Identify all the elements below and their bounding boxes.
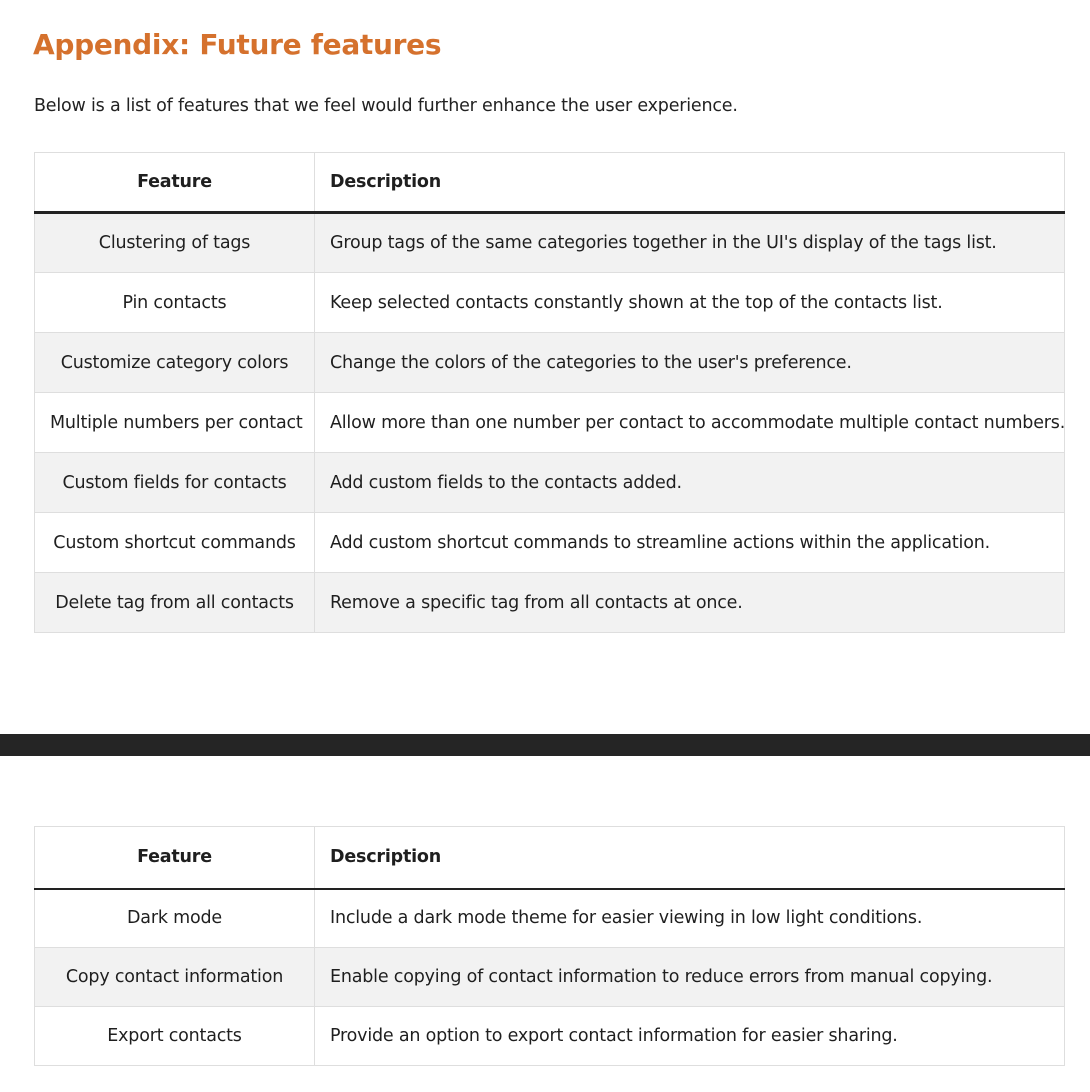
column-header-description: Description <box>314 826 1065 890</box>
feature-cell: Copy contact information <box>34 947 315 1007</box>
table-row: Copy contact information Enable copying … <box>34 947 1065 1007</box>
page-break-divider <box>0 734 1090 756</box>
feature-cell: Pin contacts <box>34 272 315 333</box>
table-row: Pin contacts Keep selected contacts cons… <box>34 272 1065 333</box>
intro-paragraph: Below is a list of features that we feel… <box>34 96 738 116</box>
table-row: Customize category colors Change the col… <box>34 332 1065 393</box>
table-row: Multiple numbers per contact Allow more … <box>34 392 1065 453</box>
description-cell: Add custom fields to the contacts added. <box>314 452 1065 513</box>
description-cell: Include a dark mode theme for easier vie… <box>314 888 1065 948</box>
table-row: Dark mode Include a dark mode theme for … <box>34 888 1065 948</box>
table-row: Custom fields for contacts Add custom fi… <box>34 452 1065 513</box>
feature-cell: Export contacts <box>34 1006 315 1066</box>
feature-cell: Customize category colors <box>34 332 315 393</box>
page-title: Appendix: Future features <box>33 28 442 61</box>
description-cell: Add custom shortcut commands to streamli… <box>314 512 1065 573</box>
table-row: Custom shortcut commands Add custom shor… <box>34 512 1065 573</box>
feature-cell: Custom fields for contacts <box>34 452 315 513</box>
features-table-2: Feature Description Dark mode Include a … <box>34 826 1065 1066</box>
table-header-row: Feature Description <box>34 152 1065 214</box>
description-cell: Change the colors of the categories to t… <box>314 332 1065 393</box>
table-header-row: Feature Description <box>34 826 1065 890</box>
description-cell: Allow more than one number per contact t… <box>314 392 1065 453</box>
table-row: Clustering of tags Group tags of the sam… <box>34 212 1065 273</box>
features-table-1: Feature Description Clustering of tags G… <box>34 152 1065 633</box>
feature-cell: Custom shortcut commands <box>34 512 315 573</box>
feature-cell: Dark mode <box>34 888 315 948</box>
feature-cell: Delete tag from all contacts <box>34 572 315 633</box>
column-header-description: Description <box>314 152 1065 214</box>
column-header-feature: Feature <box>34 152 315 214</box>
description-cell: Provide an option to export contact info… <box>314 1006 1065 1066</box>
description-cell: Keep selected contacts constantly shown … <box>314 272 1065 333</box>
column-header-feature: Feature <box>34 826 315 890</box>
description-cell: Remove a specific tag from all contacts … <box>314 572 1065 633</box>
table-row: Delete tag from all contacts Remove a sp… <box>34 572 1065 633</box>
feature-cell: Multiple numbers per contact <box>34 392 315 453</box>
feature-cell: Clustering of tags <box>34 212 315 273</box>
table-row: Export contacts Provide an option to exp… <box>34 1006 1065 1066</box>
description-cell: Enable copying of contact information to… <box>314 947 1065 1007</box>
description-cell: Group tags of the same categories togeth… <box>314 212 1065 273</box>
